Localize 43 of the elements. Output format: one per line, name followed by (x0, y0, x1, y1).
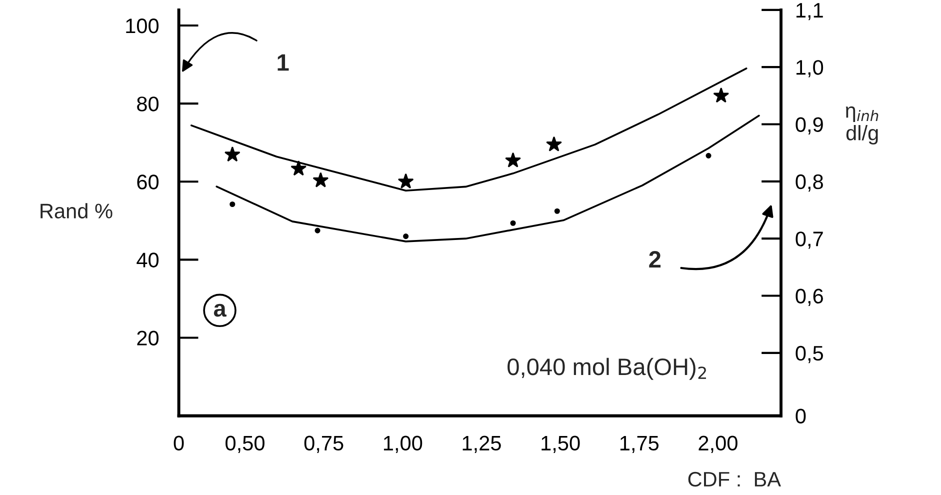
x-tick-label: 0,75 (304, 436, 344, 454)
x-tick-label: 2,00 (698, 436, 738, 454)
x-tick-label: 1,00 (384, 436, 422, 454)
point (554, 208, 560, 214)
point (713, 87, 730, 103)
point (403, 234, 409, 240)
point (398, 173, 414, 188)
x-tick-label: 1,50 (542, 436, 580, 454)
x-tick-label: 1,75 (620, 436, 659, 454)
point (230, 201, 236, 208)
x-tick-label: 1,25 (462, 436, 501, 454)
line-series (216, 114, 760, 242)
annotation: 2 (698, 366, 706, 379)
y2-tick-label: 0,9 (796, 117, 823, 134)
y2-tick-label: 0 (796, 408, 806, 424)
y-tick-label: 100 (126, 18, 159, 34)
annotation: 1 (278, 54, 289, 71)
point (706, 152, 712, 158)
point (312, 172, 329, 188)
y2-tick-label: 1,0 (796, 60, 824, 78)
x-tick-label: 0,50 (226, 436, 264, 454)
y-tick-label: 40 (136, 252, 159, 268)
annotation: a (214, 304, 226, 317)
y2-tick-label: 0,5 (796, 346, 824, 364)
y-axis-title: Rand % (40, 203, 112, 218)
point (314, 228, 320, 234)
y-tick-label: 20 (137, 330, 159, 346)
y-tick-label: 80 (137, 96, 159, 112)
x-tick-label: 0 (174, 436, 184, 451)
y-tick-label: 60 (137, 174, 159, 190)
y2-tick-label: 0,8 (796, 174, 823, 192)
point (290, 160, 307, 176)
y2-tick-label: 0,7 (796, 232, 823, 249)
point (224, 146, 240, 162)
y2-tick-label: 0,6 (796, 288, 823, 306)
point (505, 152, 521, 168)
text: 0,040 mol Ba(OH) (508, 358, 696, 380)
y2-axis-title: η$_{inh}$ dl/g (846, 106, 878, 144)
point (510, 220, 516, 226)
y2-tick-label: 1,1 (796, 3, 823, 20)
point (546, 136, 562, 152)
x-axis-title: CDF : BA (688, 472, 781, 487)
text: 2 (649, 251, 661, 268)
